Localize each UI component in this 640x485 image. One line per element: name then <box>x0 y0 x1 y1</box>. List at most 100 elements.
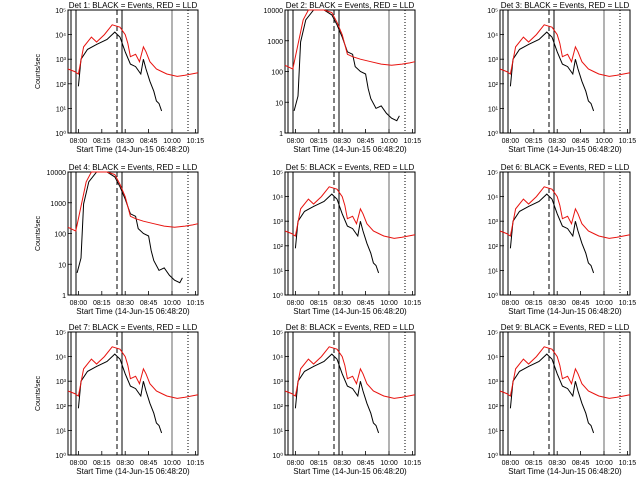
y-tick-label: 10¹ <box>488 428 499 435</box>
y-tick-label: 1 <box>279 131 283 138</box>
x-tick-label: 08:30 <box>333 138 351 145</box>
x-tick-label: 08:30 <box>548 300 566 307</box>
y-tick-label: 10² <box>56 82 67 89</box>
events-series-line <box>294 353 380 434</box>
x-tick-label: 08:45 <box>140 138 158 145</box>
x-tick-label: 08:15 <box>93 138 111 145</box>
panel-title: Det 3: BLACK = Events, RED = LLD <box>501 1 630 10</box>
y-tick-label: 10² <box>273 244 284 251</box>
plot-frame <box>67 9 199 134</box>
plot-frame <box>499 171 631 296</box>
events-series-line <box>77 353 163 434</box>
x-tick-label: 08:30 <box>333 460 351 467</box>
y-tick-label: 10⁵ <box>272 170 283 177</box>
y-tick-label: 10⁰ <box>487 130 498 138</box>
x-tick-label: 08:45 <box>140 460 158 467</box>
y-tick-label: 10³ <box>488 219 499 226</box>
x-axis-label: Start Time (14-Jun-15 06:48:20) <box>508 307 622 316</box>
y-tick-label: 10 <box>58 262 66 269</box>
y-tick-label: 10⁵ <box>487 170 498 177</box>
x-axis-label: Start Time (14-Jun-15 06:48:20) <box>76 467 190 476</box>
x-tick-label: 10:00 <box>163 300 181 307</box>
detector-panel-2: Det 2: BLACK = Events, RED = LLD 1 10 100 10… <box>264 1 422 154</box>
y-axis-label: Counts/sec <box>35 215 42 251</box>
y-tick-label: 10² <box>488 404 499 411</box>
detector-panel-5: Det 5: BLACK = Events, RED = LLD 10⁰ 10¹ 10… <box>272 163 421 316</box>
y-tick-label: 10¹ <box>488 106 499 113</box>
x-tick-label: 08:45 <box>357 138 375 145</box>
y-tick-label: 10¹ <box>56 428 67 435</box>
y-tick-label: 10² <box>488 82 499 89</box>
x-tick-label: 08:45 <box>357 460 375 467</box>
x-tick-label: 08:00 <box>70 300 88 307</box>
detector-panel-3: Det 3: BLACK = Events, RED = LLD 10⁰ 10¹ 10… <box>487 1 636 154</box>
x-axis-label: Start Time (14-Jun-15 06:48:20) <box>508 467 622 476</box>
panel-title: Det 5: BLACK = Events, RED = LLD <box>286 163 415 172</box>
x-tick-label: 10:15 <box>619 138 637 145</box>
x-tick-label: 08:15 <box>525 300 543 307</box>
events-series-line <box>77 31 163 112</box>
x-tick-label: 10:00 <box>163 138 181 145</box>
x-tick-label: 08:45 <box>572 460 590 467</box>
x-tick-label: 08:30 <box>333 300 351 307</box>
x-tick-label: 08:30 <box>116 300 134 307</box>
plot-frame <box>284 331 416 456</box>
x-axis-label: Start Time (14-Jun-15 06:48:20) <box>293 467 407 476</box>
plot-frame <box>499 9 631 134</box>
detector-panel-6: Det 6: BLACK = Events, RED = LLD 10⁰ 10¹ 10… <box>487 163 636 316</box>
x-tick-label: 10:15 <box>619 300 637 307</box>
y-tick-label: 10⁰ <box>55 452 66 460</box>
y-tick-label: 10¹ <box>56 106 67 113</box>
x-tick-label: 08:45 <box>140 300 158 307</box>
events-series-line <box>294 193 380 274</box>
events-series-line <box>509 193 595 274</box>
y-tick-label: 10³ <box>273 379 284 386</box>
y-tick-label: 10² <box>273 404 284 411</box>
y-tick-label: 10⁰ <box>55 130 66 138</box>
x-tick-label: 08:00 <box>502 300 520 307</box>
x-tick-label: 10:15 <box>187 138 205 145</box>
x-tick-label: 08:45 <box>572 300 590 307</box>
y-tick-label: 10⁵ <box>487 330 498 337</box>
x-tick-label: 08:00 <box>287 138 305 145</box>
y-axis-label: Counts/sec <box>35 53 42 89</box>
x-tick-label: 10:00 <box>163 460 181 467</box>
panel-title: Det 1: BLACK = Events, RED = LLD <box>69 1 198 10</box>
lld-series-line <box>284 9 416 70</box>
x-tick-label: 10:15 <box>404 138 422 145</box>
panel-title: Det 9: BLACK = Events, RED = LLD <box>501 323 630 332</box>
panel-title: Det 8: BLACK = Events, RED = LLD <box>286 323 415 332</box>
x-tick-label: 08:00 <box>287 460 305 467</box>
panel-title: Det 2: BLACK = Events, RED = LLD <box>286 1 415 10</box>
events-series-line <box>76 171 183 284</box>
x-tick-label: 08:30 <box>548 138 566 145</box>
y-tick-label: 10⁰ <box>272 292 283 300</box>
x-tick-label: 08:15 <box>310 138 328 145</box>
detector-panel-1: Det 1: BLACK = Events, RED = LLD 10⁰ 10¹ 10… <box>35 1 204 154</box>
events-series-line <box>293 9 400 122</box>
detector-panel-8: Det 8: BLACK = Events, RED = LLD 10⁰ 10¹ 10… <box>272 323 421 476</box>
x-tick-label: 08:00 <box>287 300 305 307</box>
lld-series-line <box>499 186 631 239</box>
x-tick-label: 08:15 <box>93 300 111 307</box>
y-tick-label: 10² <box>56 404 67 411</box>
lld-series-line <box>67 24 199 77</box>
y-tick-label: 10³ <box>488 57 499 64</box>
y-tick-label: 10¹ <box>488 268 499 275</box>
y-tick-label: 10⁴ <box>55 355 66 362</box>
x-axis-label: Start Time (14-Jun-15 06:48:20) <box>293 145 407 154</box>
detector-panel-7: Det 7: BLACK = Events, RED = LLD 10⁰ 10¹ 10… <box>35 323 204 476</box>
x-tick-label: 08:00 <box>502 460 520 467</box>
x-tick-label: 10:15 <box>187 460 205 467</box>
x-axis-label: Start Time (14-Jun-15 06:48:20) <box>76 307 190 316</box>
plot-frame <box>499 331 631 456</box>
panel-title: Det 4: BLACK = Events, RED = LLD <box>69 163 198 172</box>
x-tick-label: 08:45 <box>572 138 590 145</box>
y-tick-label: 1000 <box>267 39 283 46</box>
panel-title: Det 7: BLACK = Events, RED = LLD <box>69 323 198 332</box>
x-tick-label: 10:00 <box>380 460 398 467</box>
lld-series-line <box>499 346 631 399</box>
y-tick-label: 10³ <box>488 379 499 386</box>
lld-series-line <box>284 186 416 239</box>
